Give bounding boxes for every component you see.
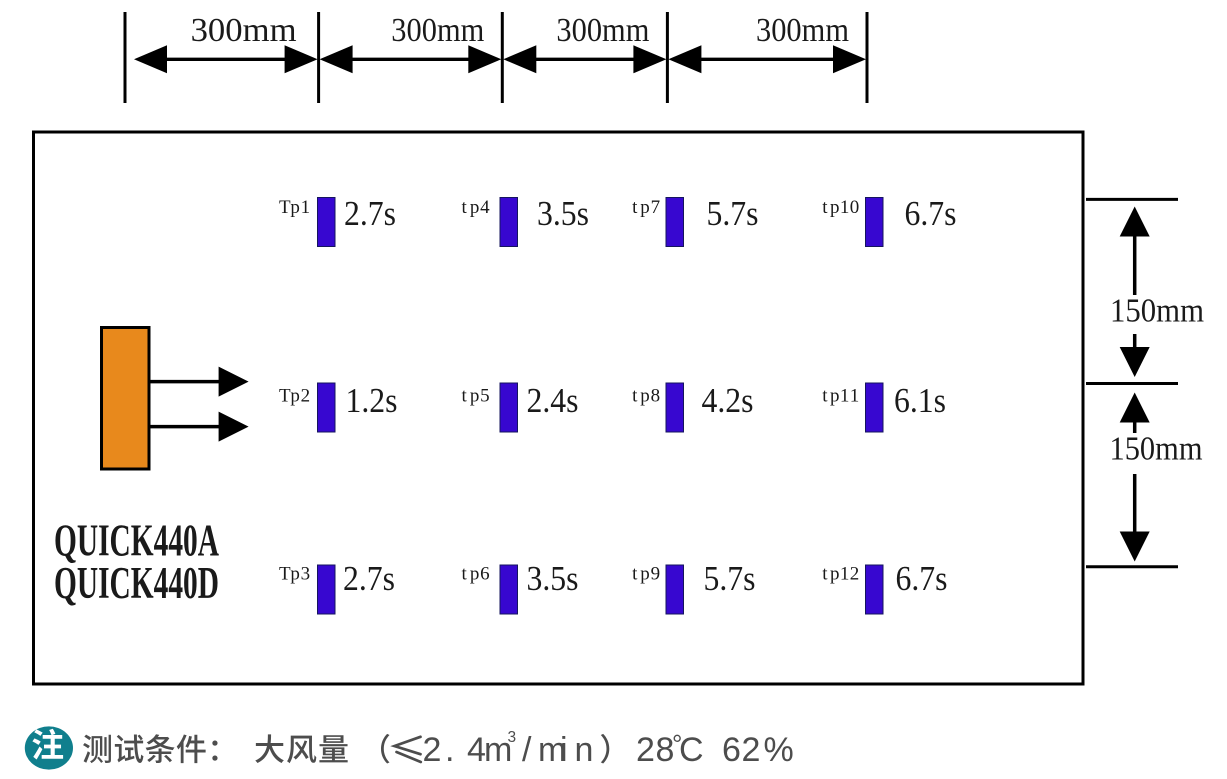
- svg-text:tp8: tp8: [632, 386, 660, 407]
- svg-text:tp11: tp11: [822, 386, 859, 407]
- svg-text:QUICK440A: QUICK440A: [54, 516, 219, 566]
- svg-text:28: 28: [636, 731, 674, 769]
- svg-text:2.4s: 2.4s: [527, 381, 579, 420]
- svg-text:6.7s: 6.7s: [896, 559, 948, 598]
- svg-text:3.5s: 3.5s: [537, 194, 589, 233]
- svg-text:2.7s: 2.7s: [344, 194, 396, 233]
- svg-text:tp5: tp5: [462, 386, 490, 407]
- svg-text:tp10: tp10: [822, 197, 859, 218]
- svg-text:6.1s: 6.1s: [894, 381, 946, 420]
- svg-text:°: °: [672, 729, 682, 759]
- svg-text:150mm: 150mm: [1110, 293, 1204, 330]
- svg-text:3.5s: 3.5s: [527, 559, 579, 598]
- svg-text:5.7s: 5.7s: [704, 559, 756, 598]
- svg-text:tp9: tp9: [632, 564, 660, 585]
- svg-text:4.2s: 4.2s: [702, 381, 754, 420]
- svg-text:62%: 62%: [722, 731, 794, 769]
- svg-text:QUICK440D: QUICK440D: [54, 558, 219, 608]
- svg-text:tp6: tp6: [462, 564, 490, 585]
- svg-text:2.7s: 2.7s: [343, 559, 395, 598]
- svg-text:300mm: 300mm: [391, 12, 484, 49]
- svg-text:tp7: tp7: [632, 197, 660, 218]
- svg-text:2.4m: 2.4m: [423, 731, 513, 769]
- svg-text:6.7s: 6.7s: [905, 194, 957, 233]
- svg-text:tp12: tp12: [822, 564, 859, 585]
- svg-text:C: C: [679, 731, 704, 769]
- svg-text:300mm: 300mm: [556, 12, 649, 49]
- svg-text:Tp1: Tp1: [279, 197, 310, 218]
- svg-text:150mm: 150mm: [1110, 431, 1203, 468]
- svg-text:1.2s: 1.2s: [346, 381, 398, 420]
- svg-text:tp4: tp4: [462, 197, 491, 218]
- svg-text:3: 3: [508, 729, 517, 746]
- svg-text:300mm: 300mm: [756, 12, 849, 49]
- svg-text:Tp2: Tp2: [279, 386, 310, 407]
- svg-text:5.7s: 5.7s: [707, 194, 759, 233]
- svg-text:Tp3: Tp3: [279, 564, 310, 585]
- svg-text:300mm: 300mm: [191, 12, 297, 49]
- svg-text:/min: /min: [522, 731, 593, 769]
